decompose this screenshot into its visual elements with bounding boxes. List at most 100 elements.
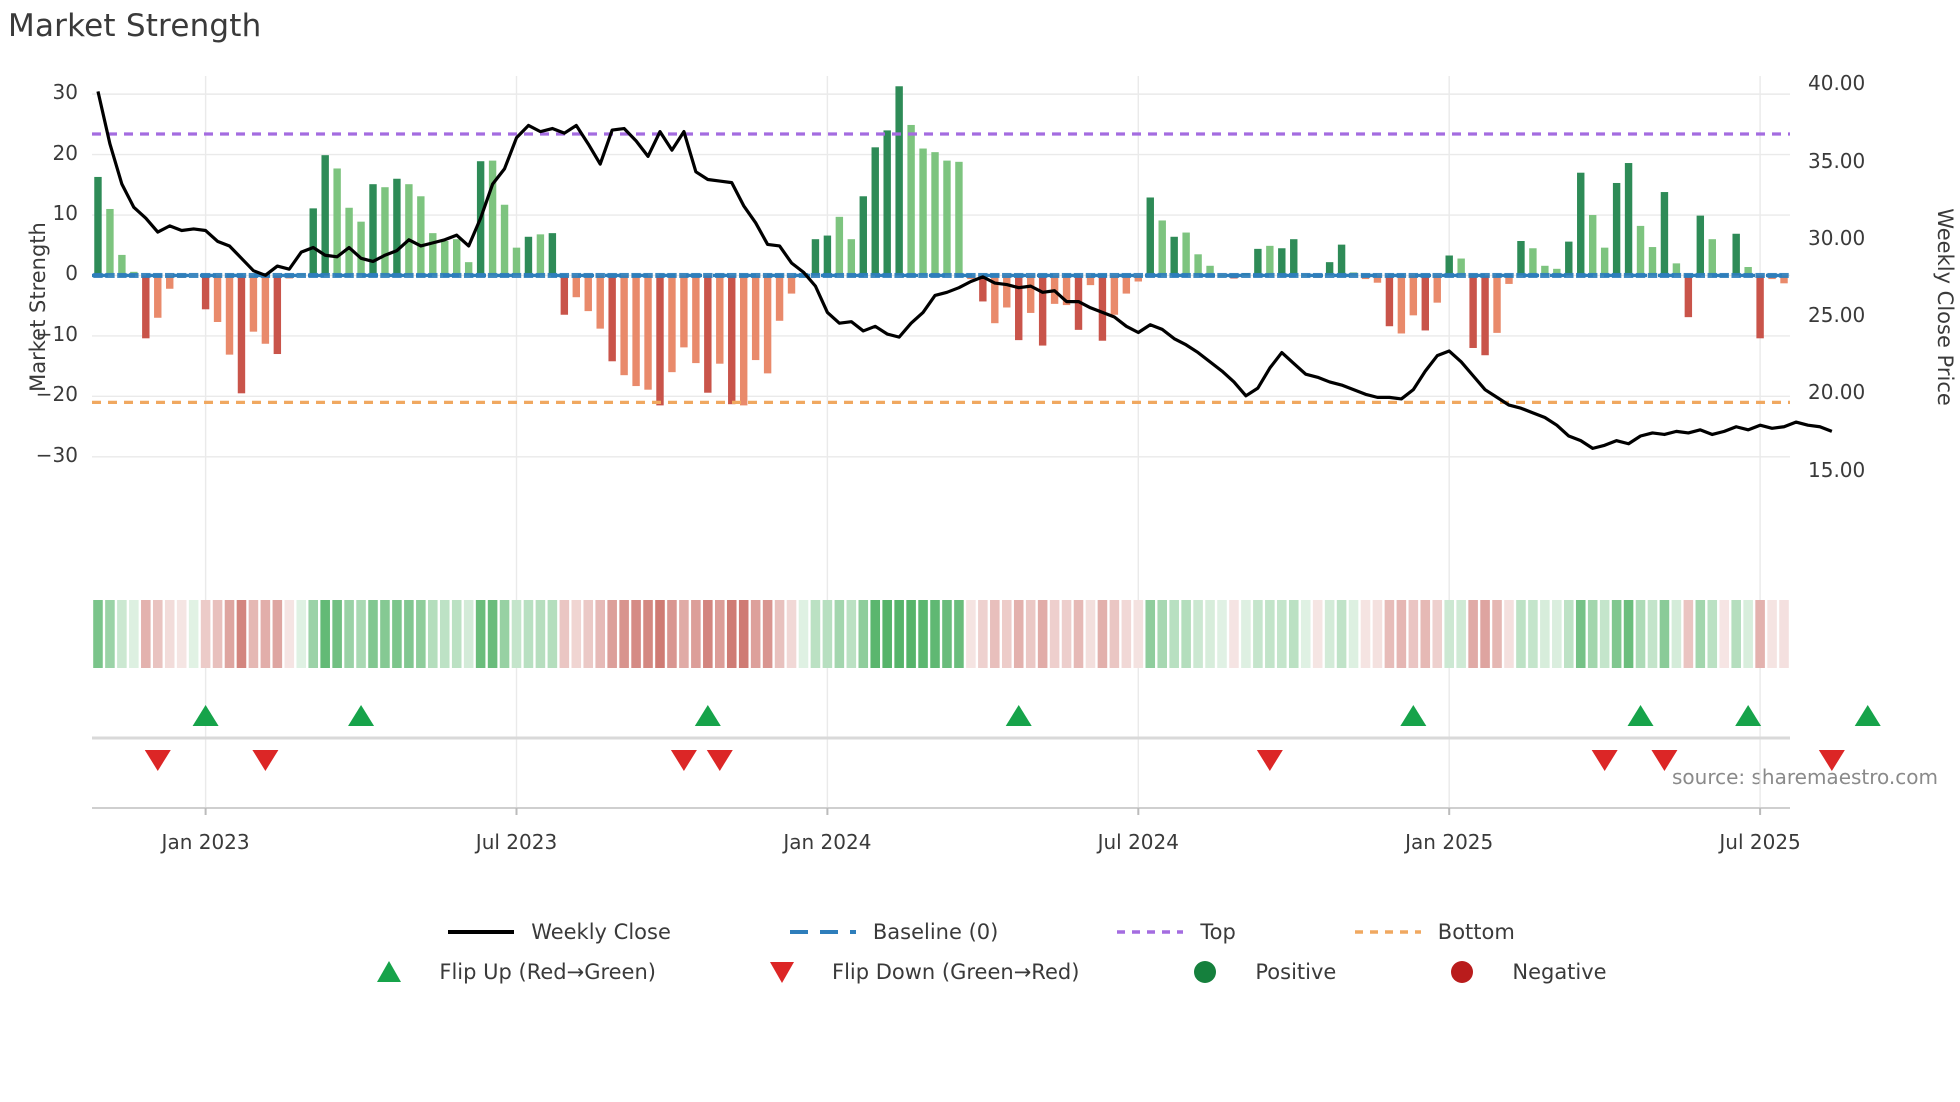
strength-bar (1541, 265, 1549, 276)
strength-bar (1194, 254, 1202, 276)
flip-up-marker (694, 705, 721, 727)
strength-bar (1385, 275, 1394, 327)
legend-item[interactable]: Negative (1426, 958, 1607, 986)
strength-bar (644, 275, 652, 390)
heatmap-cell (655, 600, 665, 668)
heatmap-cell (368, 600, 378, 668)
heatmap-cell (786, 600, 797, 668)
x-tick: Jan 2024 (783, 830, 872, 854)
heatmap-cell (1587, 600, 1598, 668)
baseline-cap (1085, 272, 1096, 278)
strength-bar (1254, 248, 1262, 276)
strength-bar (1744, 266, 1752, 276)
strength-bar (1756, 275, 1764, 339)
heatmap-cell (1492, 600, 1502, 668)
baseline-cap (571, 272, 581, 278)
heatmap-cell (1265, 600, 1275, 668)
strength-bar (883, 130, 891, 276)
strength-bar (871, 147, 879, 276)
heatmap-cell (1468, 600, 1478, 668)
legend-item[interactable]: Weekly Close (445, 918, 671, 946)
baseline-cap (1731, 272, 1741, 278)
strength-bar (1122, 275, 1131, 294)
strength-bar (1660, 192, 1669, 276)
strength-bar (1672, 263, 1681, 276)
strength-bar (955, 161, 963, 276)
heatmap-cell (1743, 600, 1753, 668)
strength-bar (560, 275, 569, 315)
flip-up-marker (1735, 705, 1762, 727)
heatmap-cell (750, 600, 761, 668)
heatmap-cell (141, 600, 151, 668)
strength-bar (823, 235, 832, 276)
strength-bar (369, 184, 377, 276)
strength-bar (536, 234, 545, 276)
strength-bar (1529, 248, 1537, 276)
sentiment-heatmap-strip (93, 600, 1789, 668)
heatmap-cell (1277, 600, 1287, 668)
legend-item[interactable]: Bottom (1352, 918, 1515, 946)
legend-item[interactable]: Positive (1169, 958, 1336, 986)
strength-bar (728, 275, 736, 405)
heatmap-cell (1109, 600, 1120, 668)
strength-bar (524, 236, 533, 276)
heatmap-cell (380, 600, 390, 668)
strength-bar (1158, 220, 1166, 276)
strength-bar (1086, 275, 1095, 286)
strength-bar (763, 275, 772, 374)
baseline-cap (535, 272, 546, 278)
x-tick: Jan 2025 (1405, 830, 1494, 854)
heatmap-cell (212, 600, 223, 668)
heatmap-cell (511, 600, 522, 668)
strength-bar (453, 239, 461, 276)
heatmap-cell (990, 600, 1000, 668)
legend-item[interactable]: Top (1114, 918, 1236, 946)
y-tick-left: 30 (52, 80, 78, 105)
legend-item[interactable]: Baseline (0) (787, 918, 998, 946)
strength-bar (1481, 275, 1489, 356)
heatmap-cell (1288, 600, 1299, 668)
baseline-cap (1480, 272, 1490, 278)
heatmap-cell (1372, 600, 1383, 668)
strength-bar (991, 275, 999, 324)
baseline-cap (679, 272, 689, 278)
legend-label: Baseline (0) (872, 919, 999, 944)
strength-bar (811, 239, 820, 276)
baseline-cap (404, 272, 414, 278)
heatmap-cell (703, 600, 713, 668)
strength-bar (907, 124, 915, 276)
strength-bar (1110, 275, 1119, 315)
axis-spines (92, 807, 1790, 815)
y-tick-right: 20.00 (1808, 380, 1866, 405)
heatmap-cell (1396, 600, 1407, 668)
heatmap-cell (1444, 600, 1454, 668)
strength-bar (1278, 248, 1286, 276)
heatmap-cell (200, 600, 211, 668)
heatmap-cell (1025, 600, 1036, 668)
legend-item[interactable]: Flip Down (Green→Red) (746, 958, 1079, 986)
strength-bar (1397, 275, 1406, 334)
legend-item[interactable]: Flip Up (Red→Green) (353, 958, 656, 986)
strength-bar (1577, 172, 1585, 276)
heatmap-cell (1563, 600, 1574, 668)
baseline-cap (595, 272, 605, 278)
source-note: source: sharemaestro.com (1672, 765, 1938, 789)
flip-down-marker (1651, 749, 1678, 771)
heatmap-cell (1336, 600, 1347, 668)
strength-bar (106, 208, 114, 276)
strength-bar (859, 196, 867, 276)
heatmap-cell (1408, 600, 1419, 668)
heatmap-cell (942, 600, 952, 668)
triangle-up-icon (377, 961, 402, 982)
baseline-cap (463, 272, 474, 278)
heatmap-cell (93, 600, 103, 668)
heatmap-cell (882, 600, 892, 668)
heatmap-cell (416, 600, 426, 668)
strength-bar (154, 275, 162, 318)
strength-bar (979, 275, 987, 302)
y-tick-right: 30.00 (1808, 225, 1866, 250)
heatmap-cell (451, 600, 462, 668)
baseline-cap (1516, 272, 1526, 278)
baseline-cap (1779, 272, 1789, 278)
strength-bar (943, 160, 951, 276)
